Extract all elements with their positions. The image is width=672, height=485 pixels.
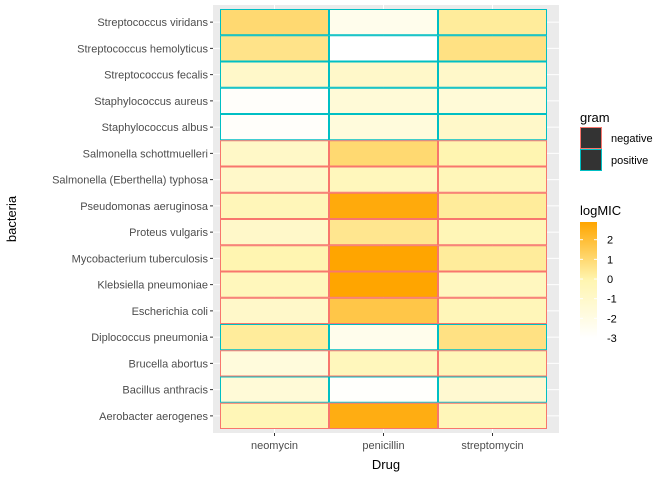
gram-legend-key [580,127,602,149]
heatmap-cell [220,350,329,377]
logmic-legend: logMIC 2 1 0 -1 -2 -3 [580,203,621,345]
heatmap-cell [220,219,329,246]
logmic-colorbar [580,222,597,338]
heatmap-cell [220,114,329,141]
heatmap-cell [220,324,329,351]
heatmap-cell [438,61,547,88]
heatmap-cell [438,87,547,114]
gram-legend-key [580,149,602,171]
heatmap-cell [329,35,438,62]
heatmap-cell [329,61,438,88]
y-tick-label: Salmonella schottmuelleri [83,148,208,160]
y-tick-label: Mycobacterium tuberculosis [72,253,209,265]
heatmap-cell [220,166,329,193]
heatmap-cell [329,297,438,324]
heatmap-cell [220,87,329,114]
heatmap-cell [220,376,329,403]
logmic-legend-label: 2 [607,235,613,247]
x-axis-title: Drug [372,457,400,472]
y-tick-label: Diplococcus pneumonia [91,332,209,344]
y-tick-label: Pseudomonas aeruginosa [80,201,209,213]
heatmap-cell [220,245,329,272]
y-tick-label: Proteus vulgaris [129,227,208,239]
logmic-legend-label: 1 [607,254,613,266]
heatmap-cell [438,402,547,429]
heatmap-cell [438,35,547,62]
heatmap-cell [329,324,438,351]
heatmap-cell [220,297,329,324]
x-tick-label: neomycin [251,440,298,452]
y-axis-title: bacteria [4,195,19,242]
heatmap-cell [329,9,438,36]
heatmap-cell [329,402,438,429]
y-tick-label: Escherichia coli [132,306,208,318]
heatmap-cell [438,271,547,298]
x-tick-label: penicillin [362,440,404,452]
gram-legend-label: positive [611,155,648,167]
x-axis-ticks: neomycin penicillin streptomycin [251,433,524,452]
y-axis-ticks: Streptococcus viridans Streptococcus hemo… [52,17,213,423]
heatmap-cell [220,271,329,298]
heatmap-cell [329,140,438,167]
gram-legend: gram negative positive [580,110,653,171]
heatmap-cell [329,166,438,193]
heatmap-cell [438,166,547,193]
logmic-legend-label: -3 [607,333,617,345]
heatmap-cell [220,35,329,62]
logmic-legend-label: -1 [607,294,617,306]
heatmap-cell [438,9,547,36]
heatmap-cell [329,114,438,141]
heatmap-cell [329,245,438,272]
y-tick-label: Staphylococcus aureus [94,96,208,108]
heatmap-cell [438,219,547,246]
heatmap-cell [438,140,547,167]
heatmap-cell [438,324,547,351]
heatmap-cell [220,402,329,429]
heatmap-cell [329,376,438,403]
y-tick-label: Streptococcus hemolyticus [77,43,208,55]
heatmap-cell [329,350,438,377]
heatmap-cell [329,87,438,114]
heatmap-cell [220,9,329,36]
y-tick-label: Streptococcus viridans [97,17,208,29]
heatmap-cell [438,192,547,219]
heatmap-cell [438,245,547,272]
heatmap-cell [438,114,547,141]
y-tick-label: Bacillus anthracis [122,385,208,397]
heatmap-cell [220,192,329,219]
gram-legend-title: gram [580,110,610,125]
heatmap-cell [220,61,329,88]
y-tick-label: Salmonella (Eberthella) typhosa [52,175,209,187]
heatmap-cell [438,376,547,403]
heatmap-cell [438,350,547,377]
heatmap-cell [220,140,329,167]
y-tick-label: Staphylococcus albus [102,122,209,134]
heatmap-cell [329,219,438,246]
y-tick-label: Aerobacter aerogenes [99,411,208,423]
heatmap-cell [329,271,438,298]
x-tick-label: streptomycin [461,440,523,452]
heatmap-cell [438,297,547,324]
y-tick-label: Klebsiella pneumoniae [97,280,208,292]
logmic-legend-label: 0 [607,274,613,286]
gram-legend-label: negative [611,133,653,145]
heatmap-cells [220,9,547,429]
heatmap-cell [329,192,438,219]
y-tick-label: Streptococcus fecalis [104,70,208,82]
y-tick-label: Brucella abortus [129,358,209,370]
logmic-legend-title: logMIC [580,203,621,218]
logmic-legend-label: -2 [607,313,617,325]
